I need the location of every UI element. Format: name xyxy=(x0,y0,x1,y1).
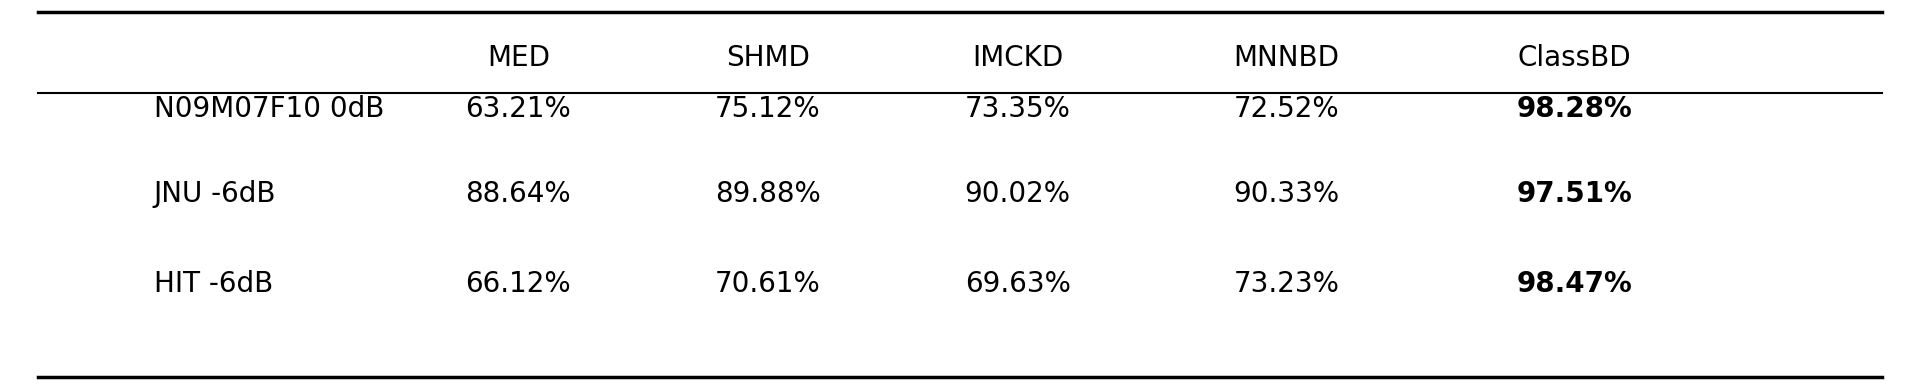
Text: 73.23%: 73.23% xyxy=(1233,270,1340,298)
Text: 89.88%: 89.88% xyxy=(714,180,822,209)
Text: SHMD: SHMD xyxy=(726,44,810,72)
Text: 90.33%: 90.33% xyxy=(1233,180,1340,209)
Text: MNNBD: MNNBD xyxy=(1233,44,1340,72)
Text: 90.02%: 90.02% xyxy=(964,180,1071,209)
Text: IMCKD: IMCKD xyxy=(972,44,1064,72)
Text: 66.12%: 66.12% xyxy=(465,270,572,298)
Text: 70.61%: 70.61% xyxy=(714,270,822,298)
Text: 97.51%: 97.51% xyxy=(1517,180,1632,209)
Text: HIT -6dB: HIT -6dB xyxy=(154,270,273,298)
Text: 69.63%: 69.63% xyxy=(964,270,1071,298)
Text: 98.28%: 98.28% xyxy=(1517,95,1632,123)
Text: ClassBD: ClassBD xyxy=(1517,44,1632,72)
Text: 75.12%: 75.12% xyxy=(714,95,822,123)
Text: 63.21%: 63.21% xyxy=(465,95,572,123)
Text: 88.64%: 88.64% xyxy=(465,180,572,209)
Text: MED: MED xyxy=(488,44,549,72)
Text: 98.47%: 98.47% xyxy=(1517,270,1632,298)
Text: 73.35%: 73.35% xyxy=(964,95,1071,123)
Text: N09M07F10 0dB: N09M07F10 0dB xyxy=(154,95,384,123)
Text: 72.52%: 72.52% xyxy=(1233,95,1340,123)
Text: JNU -6dB: JNU -6dB xyxy=(154,180,276,209)
